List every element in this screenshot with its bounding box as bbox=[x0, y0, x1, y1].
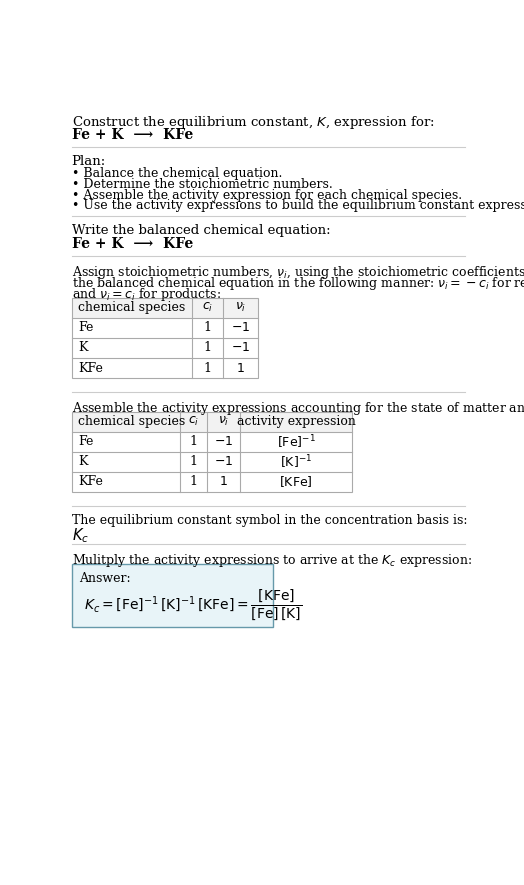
Text: $1$: $1$ bbox=[219, 475, 228, 489]
Text: • Use the activity expressions to build the equilibrium constant expression.: • Use the activity expressions to build … bbox=[72, 199, 524, 212]
Text: • Assemble the activity expression for each chemical species.: • Assemble the activity expression for e… bbox=[72, 189, 462, 202]
FancyBboxPatch shape bbox=[72, 298, 258, 318]
Text: $\nu_i$: $\nu_i$ bbox=[218, 415, 230, 428]
Text: • Balance the chemical equation.: • Balance the chemical equation. bbox=[72, 167, 282, 180]
Text: Assign stoichiometric numbers, $\nu_i$, using the stoichiometric coefficients, $: Assign stoichiometric numbers, $\nu_i$, … bbox=[72, 264, 524, 281]
Text: The equilibrium constant symbol in the concentration basis is:: The equilibrium constant symbol in the c… bbox=[72, 513, 467, 527]
Text: Fe + K  ⟶  KFe: Fe + K ⟶ KFe bbox=[72, 237, 193, 251]
Text: Write the balanced chemical equation:: Write the balanced chemical equation: bbox=[72, 224, 330, 237]
Text: the balanced chemical equation in the following manner: $\nu_i = -c_i$ for react: the balanced chemical equation in the fo… bbox=[72, 275, 524, 292]
Text: $K_c = [\mathrm{Fe}]^{-1}\,[\mathrm{K}]^{-1}\,[\mathrm{KFe}] = \dfrac{[\mathrm{K: $K_c = [\mathrm{Fe}]^{-1}\,[\mathrm{K}]^… bbox=[84, 588, 302, 622]
Text: Answer:: Answer: bbox=[80, 572, 131, 585]
Text: $K_c$: $K_c$ bbox=[72, 526, 89, 544]
Text: 1: 1 bbox=[190, 435, 198, 449]
Text: chemical species: chemical species bbox=[78, 302, 185, 314]
Text: KFe: KFe bbox=[78, 475, 103, 489]
Text: KFe: KFe bbox=[78, 361, 103, 374]
FancyBboxPatch shape bbox=[72, 565, 273, 627]
Text: • Determine the stoichiometric numbers.: • Determine the stoichiometric numbers. bbox=[72, 178, 332, 191]
Text: 1: 1 bbox=[203, 361, 211, 374]
Text: 1: 1 bbox=[203, 321, 211, 335]
Text: Mulitply the activity expressions to arrive at the $K_c$ expression:: Mulitply the activity expressions to arr… bbox=[72, 552, 472, 569]
Text: $[\mathrm{Fe}]^{-1}$: $[\mathrm{Fe}]^{-1}$ bbox=[277, 433, 315, 450]
Text: $-1$: $-1$ bbox=[214, 435, 233, 449]
Text: $-1$: $-1$ bbox=[231, 321, 250, 335]
Text: Construct the equilibrium constant, $K$, expression for:: Construct the equilibrium constant, $K$,… bbox=[72, 114, 434, 131]
Text: $-1$: $-1$ bbox=[214, 456, 233, 468]
Text: K: K bbox=[78, 456, 88, 468]
FancyBboxPatch shape bbox=[72, 412, 352, 432]
Text: Assemble the activity expressions accounting for the state of matter and $\nu_i$: Assemble the activity expressions accoun… bbox=[72, 399, 524, 417]
Text: Fe: Fe bbox=[78, 435, 93, 449]
Text: $-1$: $-1$ bbox=[231, 342, 250, 355]
Text: $1$: $1$ bbox=[236, 361, 245, 374]
Text: Fe + K  ⟶  KFe: Fe + K ⟶ KFe bbox=[72, 127, 193, 142]
Text: K: K bbox=[78, 342, 88, 355]
Text: Fe: Fe bbox=[78, 321, 93, 335]
Text: 1: 1 bbox=[190, 475, 198, 489]
Text: chemical species: chemical species bbox=[78, 415, 185, 428]
Text: $\nu_i$: $\nu_i$ bbox=[235, 302, 246, 314]
Text: $c_i$: $c_i$ bbox=[202, 302, 213, 314]
Text: $c_i$: $c_i$ bbox=[188, 415, 200, 428]
Text: and $\nu_i = c_i$ for products:: and $\nu_i = c_i$ for products: bbox=[72, 286, 221, 303]
Text: $[\mathrm{K}]^{-1}$: $[\mathrm{K}]^{-1}$ bbox=[280, 453, 312, 471]
Text: 1: 1 bbox=[190, 456, 198, 468]
Text: $[\mathrm{KFe}]$: $[\mathrm{KFe}]$ bbox=[279, 474, 313, 489]
Text: 1: 1 bbox=[203, 342, 211, 355]
Text: activity expression: activity expression bbox=[237, 415, 355, 428]
Text: Plan:: Plan: bbox=[72, 155, 106, 168]
